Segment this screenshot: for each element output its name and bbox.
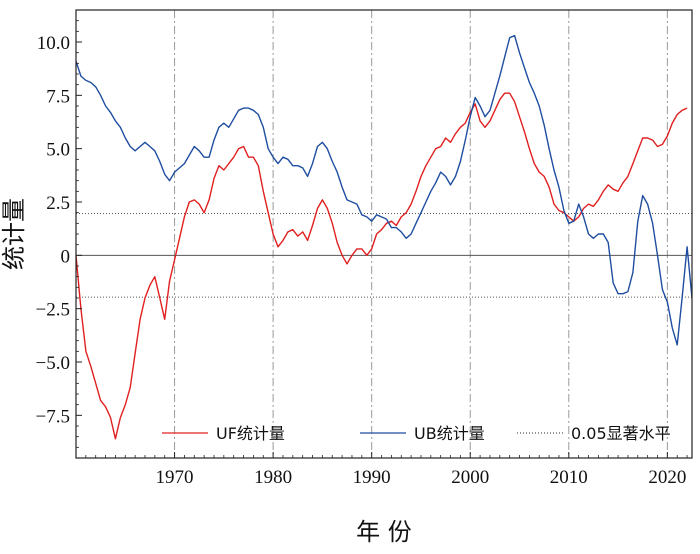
x-axis-title: 年 份 — [356, 518, 412, 546]
y-tick-label-6: −5.0 — [36, 353, 70, 374]
x-tick-label-2020: 2020 — [648, 467, 686, 488]
y-tick-label-7: −7.5 — [36, 406, 70, 427]
y-tick-label-2: 5.0 — [46, 140, 70, 161]
y-tick-label-3: 2.5 — [46, 193, 70, 214]
y-tick-label-1: 7.5 — [46, 86, 70, 107]
x-tick-label-1970: 1970 — [156, 467, 194, 488]
ticks-layer: 1970 1980 1990 2000 2010 2020 10.0 7.5 5.0 2.5 0 −2… — [36, 20, 688, 488]
series-line-uf — [76, 92, 688, 440]
series-line-ub — [76, 34, 692, 346]
x-tick-label-1980: 1980 — [254, 467, 292, 488]
legend-label-0: UF统计量 — [216, 424, 285, 443]
y-tick-label-5: −2.5 — [36, 300, 70, 321]
y-tick-label-4: 0 — [61, 246, 71, 267]
x-tick-label-2000: 2000 — [451, 467, 489, 488]
grid-layer — [76, 10, 692, 458]
y-axis-title: 统计量 — [0, 198, 28, 270]
legend: UF统计量 UB统计量 0.05显著水平 — [162, 424, 671, 443]
series-layer — [76, 34, 692, 440]
legend-label-2: 0.05显著水平 — [571, 424, 671, 443]
y-tick-label-0: 10.0 — [37, 33, 70, 54]
x-tick-label-2010: 2010 — [550, 467, 588, 488]
legend-label-1: UB统计量 — [414, 424, 485, 443]
x-tick-label-1990: 1990 — [353, 467, 391, 488]
